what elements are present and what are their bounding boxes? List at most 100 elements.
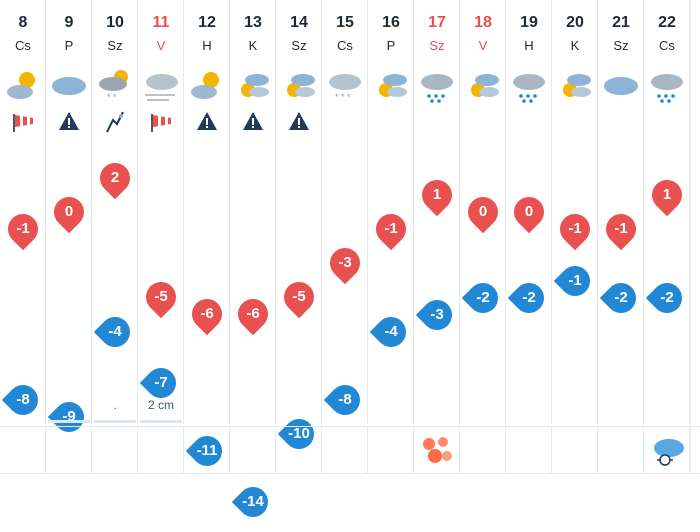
day-column[interactable]: 18 V 0 -2 (460, 0, 506, 424)
min-temp-value: -8 (16, 391, 30, 408)
max-temp-value: -1 (568, 220, 582, 237)
cloud-icon (49, 66, 89, 106)
min-temp-value: -7 (154, 374, 168, 391)
precip-bar (94, 420, 136, 423)
day-number: 16 (382, 14, 400, 31)
icy-road-icon[interactable] (103, 110, 127, 134)
day-name: K (248, 38, 258, 53)
day-name: K (570, 38, 580, 53)
snow-amount: . (113, 398, 117, 412)
day-name: H (524, 38, 534, 53)
max-temp-pin: 0 (461, 190, 505, 234)
sun-clouds-icon (279, 66, 319, 106)
min-temp-pin: -4 (369, 310, 413, 354)
day-column[interactable]: 21 Sz -1 -2 (598, 0, 644, 424)
svg-text:* *: * * (107, 92, 117, 102)
min-temp-value: -4 (108, 323, 122, 340)
day-number: 8 (18, 14, 28, 31)
day-column[interactable]: 17 Sz 1 -3 (414, 0, 460, 424)
day-column[interactable]: 12 H -6 -11 (184, 0, 230, 473)
warning-triangle-icon[interactable] (287, 110, 311, 134)
precip-bar (140, 420, 182, 423)
snow-amount: . (67, 398, 71, 412)
bottom-cell (322, 427, 368, 473)
day-column[interactable]: 16 P -1 -4 (368, 0, 414, 424)
bottom-cell (276, 427, 322, 473)
day-name: Sz (107, 38, 123, 53)
forecast-grid: 8 Cs -1 -8 9 P 0 -9. 10 Sz * * 2 -4. 11 V -5 -7 2 cm 12 H -6… (0, 0, 690, 524)
max-temp-value: -3 (338, 254, 352, 271)
warning-triangle-icon[interactable] (195, 110, 219, 134)
min-temp-value: -14 (242, 493, 264, 510)
min-temp-value: -3 (430, 306, 444, 323)
bottom-cell (368, 427, 414, 473)
min-temp-pin: -2 (599, 276, 643, 320)
warning-triangle-icon[interactable] (57, 110, 81, 134)
day-column[interactable]: 8 Cs -1 -8 (0, 0, 46, 424)
max-temp-pin: -3 (323, 241, 367, 285)
max-temp-pin: 1 (415, 173, 459, 217)
bottom-cell (460, 427, 506, 473)
bottom-cell (552, 427, 598, 473)
day-column[interactable]: 11 V -5 -7 2 cm (138, 0, 184, 424)
partly-sunny-icon (187, 66, 227, 106)
day-number: 13 (244, 14, 262, 31)
day-number: 22 (658, 14, 676, 31)
day-name: P (64, 38, 74, 53)
bottom-extras-row (0, 426, 700, 474)
max-temp-value: 0 (478, 203, 488, 220)
max-temp-value: -1 (614, 220, 628, 237)
max-temp-value: 0 (64, 203, 74, 220)
max-temp-value: 0 (524, 203, 534, 220)
max-temp-pin: -1 (1, 207, 45, 251)
max-temp-pin: -1 (599, 207, 643, 251)
bottom-cell (506, 427, 552, 473)
day-column[interactable]: 14 Sz -5 -10 (276, 0, 322, 456)
min-temp-value: -8 (338, 391, 352, 408)
day-column[interactable]: 20 K -1 -1 (552, 0, 598, 424)
max-temp-pin: 2 (93, 156, 137, 200)
min-temp-pin: -3 (415, 293, 459, 337)
day-column[interactable]: 9 P 0 -9. (46, 0, 92, 439)
wind-sock-icon[interactable] (149, 110, 173, 134)
partly-sunny-icon (3, 66, 43, 106)
min-temp-pin: -2 (507, 276, 551, 320)
day-name: H (202, 38, 212, 53)
snow-amount: 2 cm (147, 398, 174, 412)
day-column[interactable]: 10 Sz * * 2 -4. (92, 0, 138, 424)
day-column[interactable]: 19 H 0 -2 (506, 0, 552, 424)
wind-sock-icon[interactable] (11, 110, 35, 134)
max-temp-value: 1 (662, 186, 672, 203)
precip-bar (48, 420, 90, 423)
day-name: Cs (15, 38, 31, 53)
min-temp-value: -2 (614, 289, 628, 306)
warning-triangle-icon[interactable] (241, 110, 265, 134)
min-temp-value: -2 (660, 289, 674, 306)
cloud-rain-icon (647, 66, 687, 106)
max-temp-pin: 0 (47, 190, 91, 234)
day-number: 21 (612, 14, 630, 31)
cloud-fog-icon (141, 66, 181, 106)
day-number: 20 (566, 14, 584, 31)
sun-cloud-snow-icon: * * (95, 66, 135, 106)
bottom-cell (92, 427, 138, 473)
day-number: 18 (474, 14, 492, 31)
bottom-cell (414, 427, 460, 473)
cold-front-icon[interactable] (647, 430, 687, 475)
bottom-cell (644, 427, 690, 473)
pollen-flowers-icon[interactable] (417, 430, 457, 475)
max-temp-pin: -1 (369, 207, 413, 251)
day-column[interactable]: 13 K -6 -14 (230, 0, 276, 524)
max-temp-value: -1 (384, 220, 398, 237)
day-name: V (156, 38, 166, 53)
cloud-rain-icon (417, 66, 457, 106)
day-column[interactable]: 15 Cs * * * -3 -8 (322, 0, 368, 424)
day-column[interactable]: 22 Cs 1 -2 (644, 0, 690, 424)
day-number: 17 (428, 14, 446, 31)
day-number: 19 (520, 14, 538, 31)
max-temp-value: 2 (110, 169, 120, 186)
min-temp-value: -4 (384, 323, 398, 340)
min-temp-value: -2 (522, 289, 536, 306)
day-name: Cs (337, 38, 353, 53)
max-temp-value: -5 (154, 288, 168, 305)
